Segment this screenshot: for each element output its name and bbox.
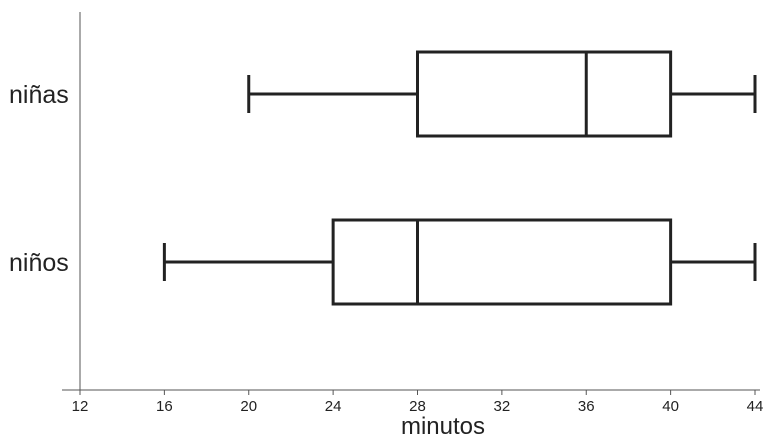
x-tick-label: 28 bbox=[409, 398, 426, 415]
x-tick-label: 16 bbox=[156, 398, 173, 415]
category-label: niñas bbox=[9, 81, 69, 109]
x-tick-label: 36 bbox=[578, 398, 595, 415]
x-axis-ticks: 12 16 20 24 28 32 36 40 44 bbox=[72, 390, 764, 415]
box-plot-ninos bbox=[162, 218, 757, 306]
x-tick-label: 32 bbox=[494, 398, 511, 415]
iqr-box bbox=[331, 218, 673, 306]
x-tick-label: 12 bbox=[72, 398, 89, 415]
x-tick-label: 20 bbox=[240, 398, 257, 415]
x-axis-title: minutos bbox=[401, 413, 485, 440]
x-tick-label: 24 bbox=[325, 398, 342, 415]
box-plot-ninas bbox=[247, 50, 757, 138]
iqr-box bbox=[416, 50, 673, 138]
x-tick-label: 44 bbox=[747, 398, 764, 415]
x-tick-label: 40 bbox=[662, 398, 679, 415]
box-plots bbox=[162, 50, 757, 306]
category-labels: niñas niños bbox=[9, 81, 69, 277]
category-label: niños bbox=[9, 249, 69, 277]
